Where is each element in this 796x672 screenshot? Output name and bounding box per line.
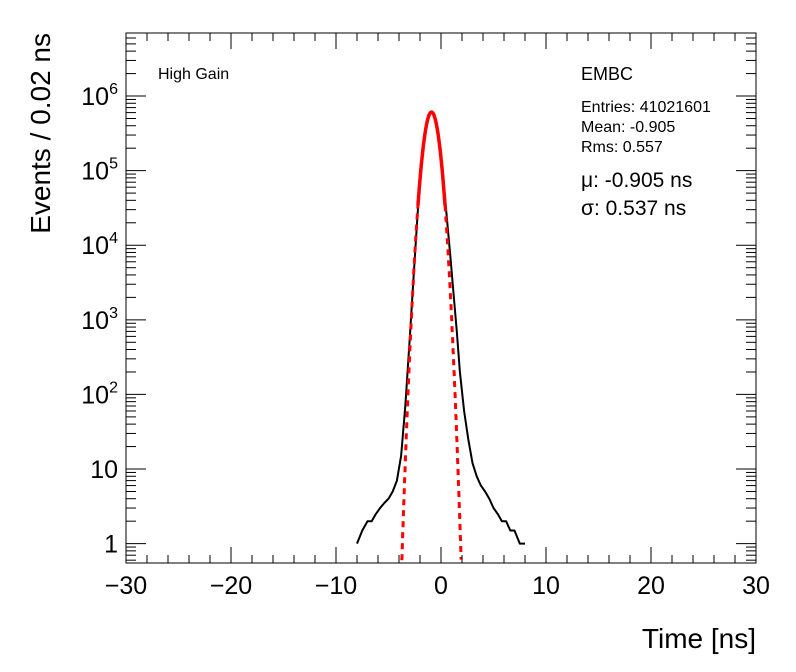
y-tick-label: 1 xyxy=(104,531,118,559)
x-tick-label: −30 xyxy=(105,572,147,600)
detector-label: EMBC xyxy=(581,64,633,84)
y-tick-label: 102 xyxy=(81,379,118,409)
fit-right-tail xyxy=(443,205,463,560)
x-tick-label: −10 xyxy=(315,572,357,600)
x-tick-label: 10 xyxy=(532,572,560,600)
y-tick-label: 103 xyxy=(81,305,118,335)
mean-stat: Mean: -0.905 xyxy=(581,119,675,136)
fit-left-tail xyxy=(400,205,420,561)
axis-ticks xyxy=(125,32,757,563)
y-tick-label: 10 xyxy=(90,456,118,484)
fit-sigma-label: σ: 0.537 ns xyxy=(581,197,686,220)
x-axis-title: Time [ns] xyxy=(642,623,756,654)
gaussian-fit-series xyxy=(400,110,463,561)
x-tick-label: −20 xyxy=(210,572,252,600)
y-tick-label: 104 xyxy=(81,230,118,260)
entries-stat: Entries: 41021601 xyxy=(581,99,711,116)
y-tick-label: 106 xyxy=(81,81,118,111)
fit-mu-label: μ: -0.905 ns xyxy=(581,169,692,192)
y-tick-label: 105 xyxy=(81,156,118,186)
y-tick-labels: 1 10 102 103 104 105 106 xyxy=(81,81,118,559)
y-axis-title: Events / 0.02 ns xyxy=(25,33,56,234)
rms-stat: Rms: 0.557 xyxy=(581,139,663,156)
gain-label: High Gain xyxy=(158,66,229,83)
x-tick-label: 30 xyxy=(742,572,770,600)
fit-core xyxy=(416,110,447,206)
x-tick-label: 20 xyxy=(637,572,665,600)
x-tick-labels: −30 −20 −10 0 10 20 30 xyxy=(105,572,770,600)
x-tick-label: 0 xyxy=(434,572,448,600)
